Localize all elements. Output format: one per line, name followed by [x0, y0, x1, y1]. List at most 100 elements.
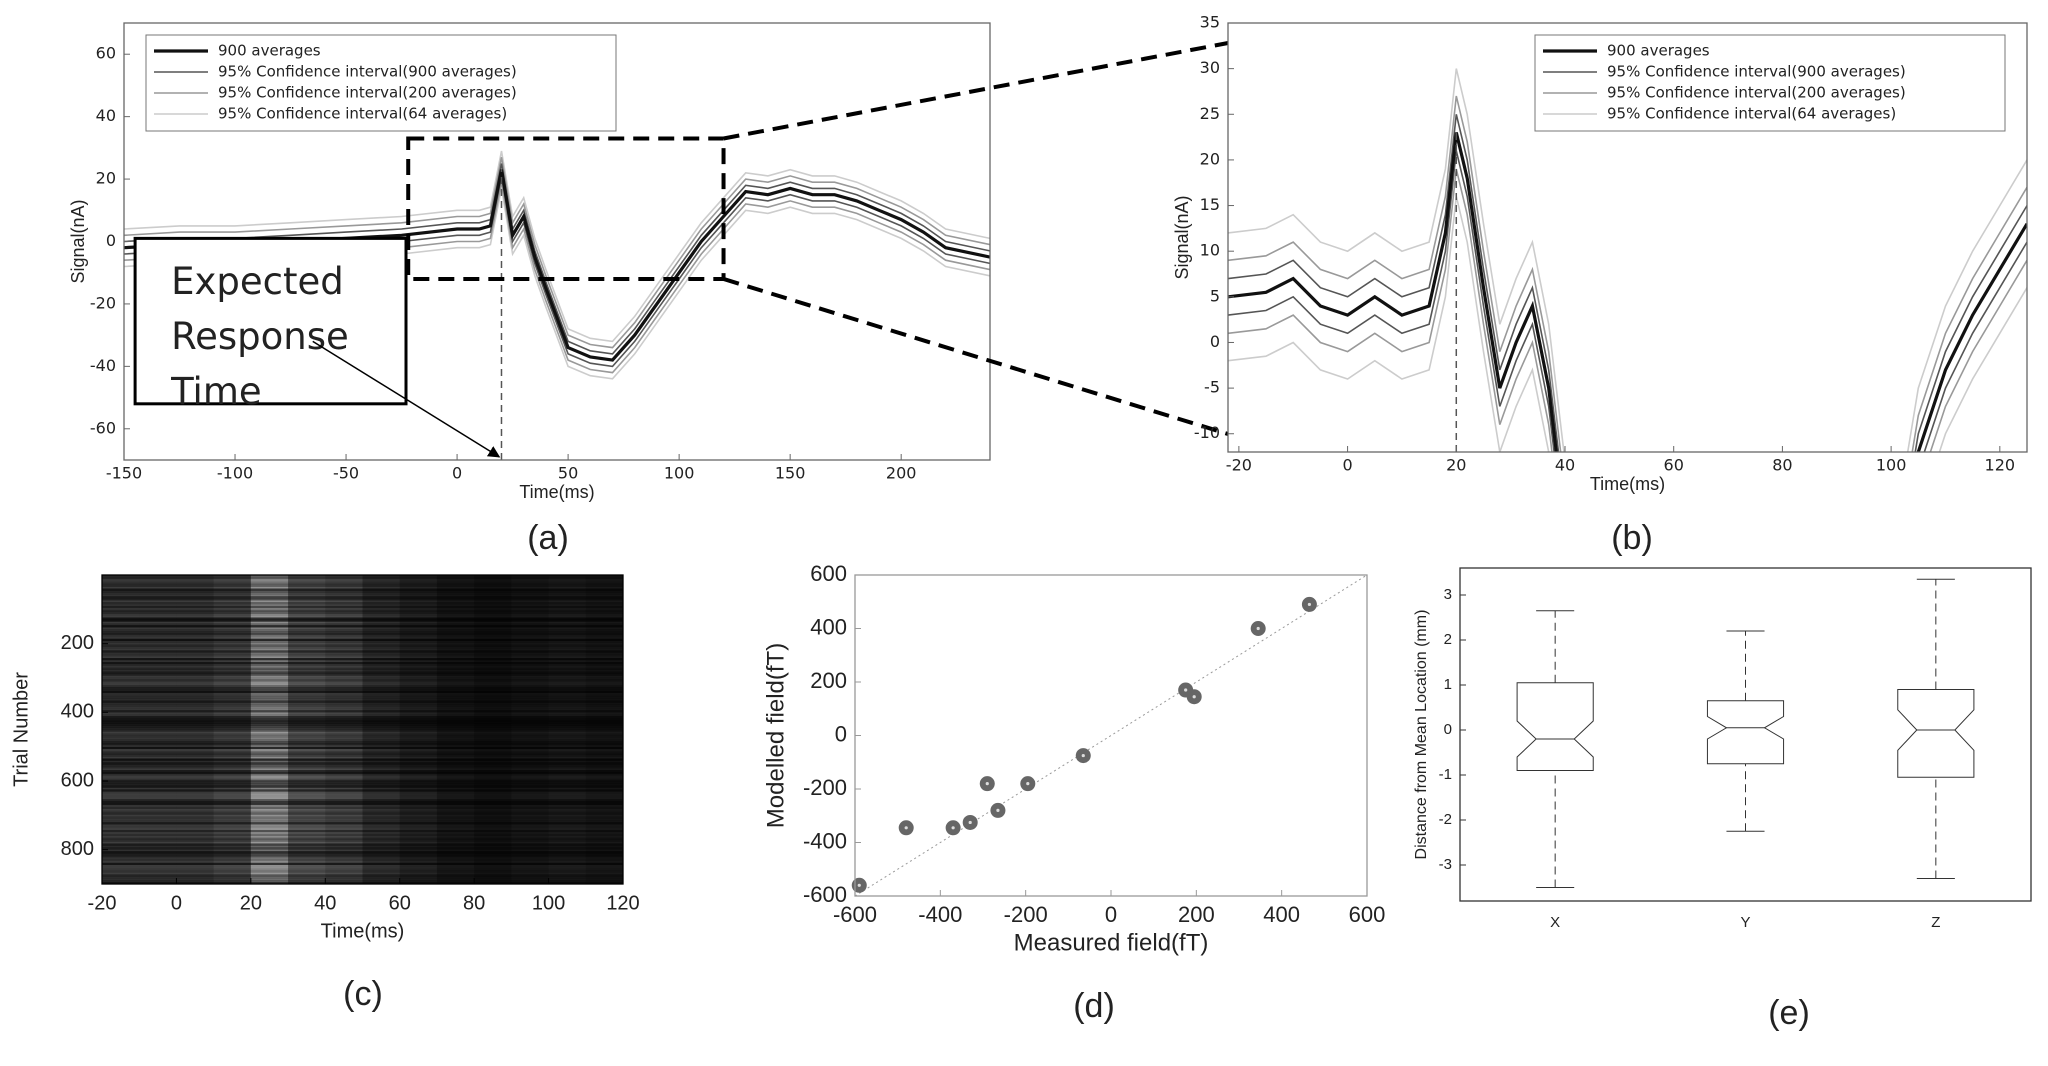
panel: (c) -20 0 20 40 60 80 100 120 200 400 600 800 Time(ms…: [10, 574, 640, 1013]
texture: [102, 688, 623, 692]
texture: [102, 719, 623, 723]
texture: [102, 615, 623, 618]
texture: [102, 642, 623, 645]
texture: [102, 611, 623, 614]
y-tick-label: 0: [835, 721, 847, 746]
texture: [102, 627, 623, 630]
texture: [102, 810, 623, 813]
y-tick-label: 0: [1210, 332, 1220, 351]
texture: [102, 650, 623, 653]
y-tick-label: -10: [1194, 423, 1220, 442]
y-tick-label: 0: [106, 231, 116, 250]
texture: [102, 690, 623, 694]
point-center: [857, 883, 861, 887]
texture: [102, 793, 623, 795]
y-tick-label: -1: [1439, 766, 1452, 783]
zoom-box: [406, 136, 726, 281]
texture: [102, 845, 623, 848]
texture: [102, 802, 623, 806]
texture: [102, 602, 623, 605]
ci-line: [124, 175, 990, 368]
texture: [102, 824, 623, 827]
texture: [102, 816, 623, 819]
texture: [102, 704, 623, 707]
legend-label: 95% Confidence interval(64 averages): [218, 105, 507, 123]
texture: [102, 675, 623, 678]
y-axis-label: Signal(nA): [1172, 195, 1192, 279]
y-tick-label: 3: [1444, 586, 1452, 603]
texture: [102, 872, 623, 874]
y-tick-label: 800: [61, 838, 94, 860]
texture: [102, 582, 623, 585]
texture: [102, 876, 623, 879]
texture: [102, 858, 623, 862]
texture: [102, 776, 623, 778]
x-tick-label: -150: [106, 464, 142, 483]
x-tick-label: -600: [833, 902, 877, 927]
texture: [102, 781, 623, 784]
x-axis-label: Time(ms): [519, 482, 594, 502]
ci-line: [1228, 168, 2027, 452]
x-tick-label: 80: [463, 892, 485, 914]
texture: [102, 576, 623, 580]
texture: [102, 613, 623, 616]
texture: [102, 580, 623, 584]
texture: [102, 777, 623, 781]
x-axis-label: Measured field(fT): [1014, 929, 1209, 956]
texture: [102, 708, 623, 711]
texture: [102, 762, 623, 765]
texture: [102, 632, 623, 636]
texture: [102, 795, 623, 798]
x-tick-label: -20: [1226, 456, 1252, 475]
texture: [102, 646, 623, 649]
x-tick-label: -50: [333, 464, 359, 483]
point-center: [968, 820, 972, 825]
x-tick-label: 0: [1105, 902, 1117, 927]
texture: [102, 652, 623, 655]
texture: [102, 735, 623, 738]
texture: [102, 702, 623, 705]
texture: [102, 853, 623, 856]
x-tick-label: -200: [1004, 902, 1048, 927]
y-tick-label: 60: [96, 44, 116, 63]
texture: [102, 773, 623, 777]
x-tick-label: 200: [1178, 902, 1215, 927]
ci-line: [124, 157, 990, 349]
texture: [102, 812, 623, 815]
panel: (e) X Y Z -3 -2 -1 0 1 2 3 Distance from Mean Locat…: [1413, 567, 2032, 1032]
texture: [102, 839, 623, 842]
y-tick-label: -40: [90, 356, 116, 375]
x-tick-label: 0: [171, 892, 182, 914]
texture: [102, 787, 623, 790]
y-tick-label: 40: [96, 106, 116, 125]
texture: [102, 758, 623, 761]
texture: [102, 723, 623, 726]
texture: [102, 605, 623, 609]
texture: [102, 866, 623, 869]
texture: [102, 700, 623, 703]
texture: [102, 842, 623, 844]
texture: [102, 712, 623, 715]
legend-label: 900 averages: [218, 42, 321, 60]
texture: [102, 607, 623, 611]
texture: [102, 768, 623, 771]
texture: [102, 880, 623, 883]
texture: [102, 829, 623, 833]
texture: [102, 638, 623, 641]
texture: [102, 648, 623, 651]
ci-line: [1228, 196, 2027, 452]
panel-label: (e): [1768, 994, 1810, 1032]
ci-line: [1228, 68, 2027, 452]
x-tick-label: 150: [775, 464, 806, 483]
texture: [102, 663, 623, 667]
texture: [102, 785, 623, 788]
y-tick-label: 2: [1444, 631, 1452, 648]
panel: (d) -600 -400 -200 0 200 400 600 -600 -400 -200 0 20…: [762, 561, 1385, 1025]
texture: [102, 818, 623, 821]
axes-frame: [1227, 22, 2028, 453]
texture: [102, 594, 623, 597]
texture: [102, 797, 623, 799]
texture: [102, 800, 623, 804]
x-tick-label: 400: [1263, 902, 1300, 927]
legend-label: 95% Confidence interval(200 averages): [1607, 84, 1906, 102]
